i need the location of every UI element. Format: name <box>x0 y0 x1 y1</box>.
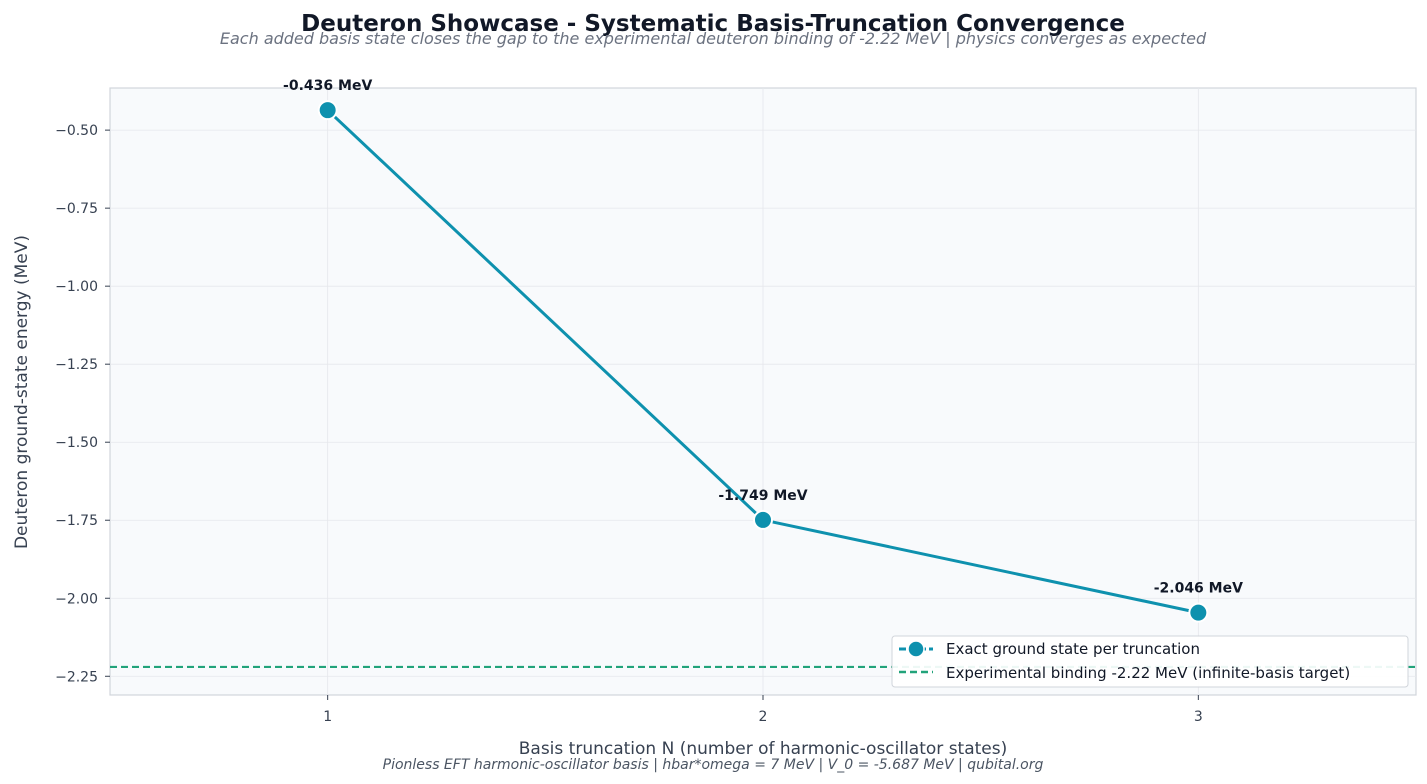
data-label: -0.436 MeV <box>283 78 372 94</box>
data-point <box>1188 602 1209 623</box>
legend-marker-series <box>907 640 925 658</box>
x-tick-label: 1 <box>323 709 332 725</box>
y-axis: −0.50 −0.75 −1.00 −1.25 −1.50 −1.75 −2.00 −2.25 <box>55 123 110 685</box>
data-label: -1.749 MeV <box>718 488 807 504</box>
x-tick-label: 3 <box>1194 709 1203 725</box>
x-axis: 1 2 3 <box>323 695 1203 725</box>
y-tick-label: −2.00 <box>55 591 98 607</box>
data-point <box>753 509 773 530</box>
y-tick-label: −1.00 <box>55 279 98 295</box>
chart-footer: Pionless EFT harmonic-oscillator basis |… <box>383 757 1044 773</box>
y-tick-label: −1.75 <box>55 513 98 529</box>
x-tick-label: 2 <box>759 709 768 725</box>
chart-title: Deuteron Showcase - Systematic Basis-Tru… <box>301 11 1125 37</box>
legend-label-series: Exact ground state per truncation <box>946 640 1200 658</box>
y-tick-label: −1.25 <box>55 357 98 373</box>
data-label: -2.046 MeV <box>1154 581 1243 597</box>
data-point <box>317 100 338 121</box>
y-axis-label: Deuteron ground-state energy (MeV) <box>12 235 32 549</box>
legend: Exact ground state per truncation Experi… <box>891 635 1409 688</box>
y-tick-label: −2.25 <box>55 669 98 685</box>
legend-label-reference: Experimental binding -2.22 MeV (infinite… <box>946 664 1350 682</box>
chart-subtitle: Each added basis state closes the gap to… <box>220 29 1207 48</box>
legend-box <box>891 635 1409 688</box>
series-layer: -0.436 MeV -1.749 MeV -2.046 MeV <box>283 78 1243 623</box>
x-axis-label: Basis truncation N (number of harmonic-o… <box>519 739 1008 759</box>
y-tick-label: −0.75 <box>55 201 98 217</box>
y-tick-label: −0.50 <box>55 123 98 139</box>
y-tick-label: −1.50 <box>55 435 98 451</box>
